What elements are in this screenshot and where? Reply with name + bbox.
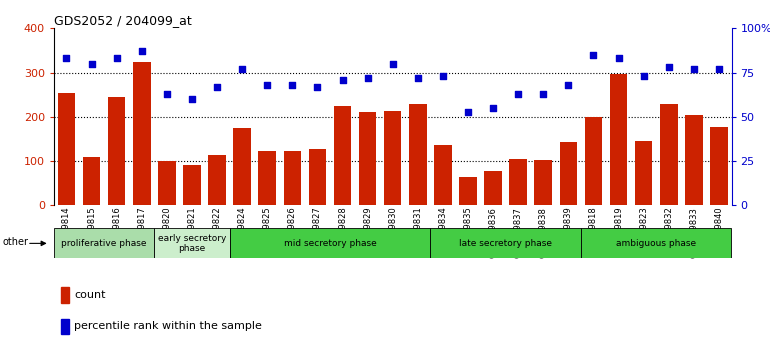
Bar [484,171,502,205]
Bar [208,155,226,205]
Text: early secretory
phase: early secretory phase [158,234,226,253]
Point [136,48,148,54]
Text: other: other [3,237,28,247]
Point [512,91,524,97]
Bar [409,104,427,205]
Point [437,73,449,79]
Text: proliferative phase: proliferative phase [62,239,147,248]
Bar [660,104,678,205]
Bar [333,106,351,205]
Point [688,66,700,72]
Bar [233,128,251,205]
Point [236,66,248,72]
Bar [710,127,728,205]
Bar [581,228,732,258]
Bar [108,97,126,205]
Bar [283,152,301,205]
Text: ambiguous phase: ambiguous phase [616,239,696,248]
Point [211,84,223,90]
Bar [534,160,552,205]
Point [336,77,349,82]
Point [85,61,98,67]
Text: mid secretory phase: mid secretory phase [283,239,377,248]
Bar [635,141,652,205]
Point [663,64,675,70]
Point [638,73,650,79]
Point [487,105,499,111]
Point [361,75,373,81]
Bar [259,152,276,205]
Bar [434,145,452,205]
Point [261,82,273,88]
Point [311,84,323,90]
Bar [430,228,581,258]
Bar [61,287,69,303]
Text: count: count [74,290,105,300]
Bar [384,111,401,205]
Point [462,109,474,114]
Bar [459,177,477,205]
Text: percentile rank within the sample: percentile rank within the sample [74,321,262,331]
Point [186,96,198,102]
Bar [58,93,75,205]
Bar [510,159,527,205]
Point [588,52,600,58]
Point [161,91,173,97]
Bar [610,74,628,205]
Bar [61,319,69,334]
Bar [158,161,176,205]
Bar [685,115,703,205]
Bar [560,142,578,205]
Point [110,56,122,61]
Bar [183,166,201,205]
Point [286,82,299,88]
Bar [54,228,154,258]
Point [713,66,725,72]
Bar [584,117,602,205]
Point [562,82,574,88]
Text: late secretory phase: late secretory phase [459,239,552,248]
Bar [309,149,326,205]
Bar [229,228,430,258]
Text: GDS2052 / 204099_at: GDS2052 / 204099_at [54,14,192,27]
Point [612,56,624,61]
Point [60,56,72,61]
Point [537,91,550,97]
Point [387,61,399,67]
Bar [154,228,229,258]
Point [412,75,424,81]
Bar [133,62,150,205]
Bar [82,156,100,205]
Bar [359,113,377,205]
